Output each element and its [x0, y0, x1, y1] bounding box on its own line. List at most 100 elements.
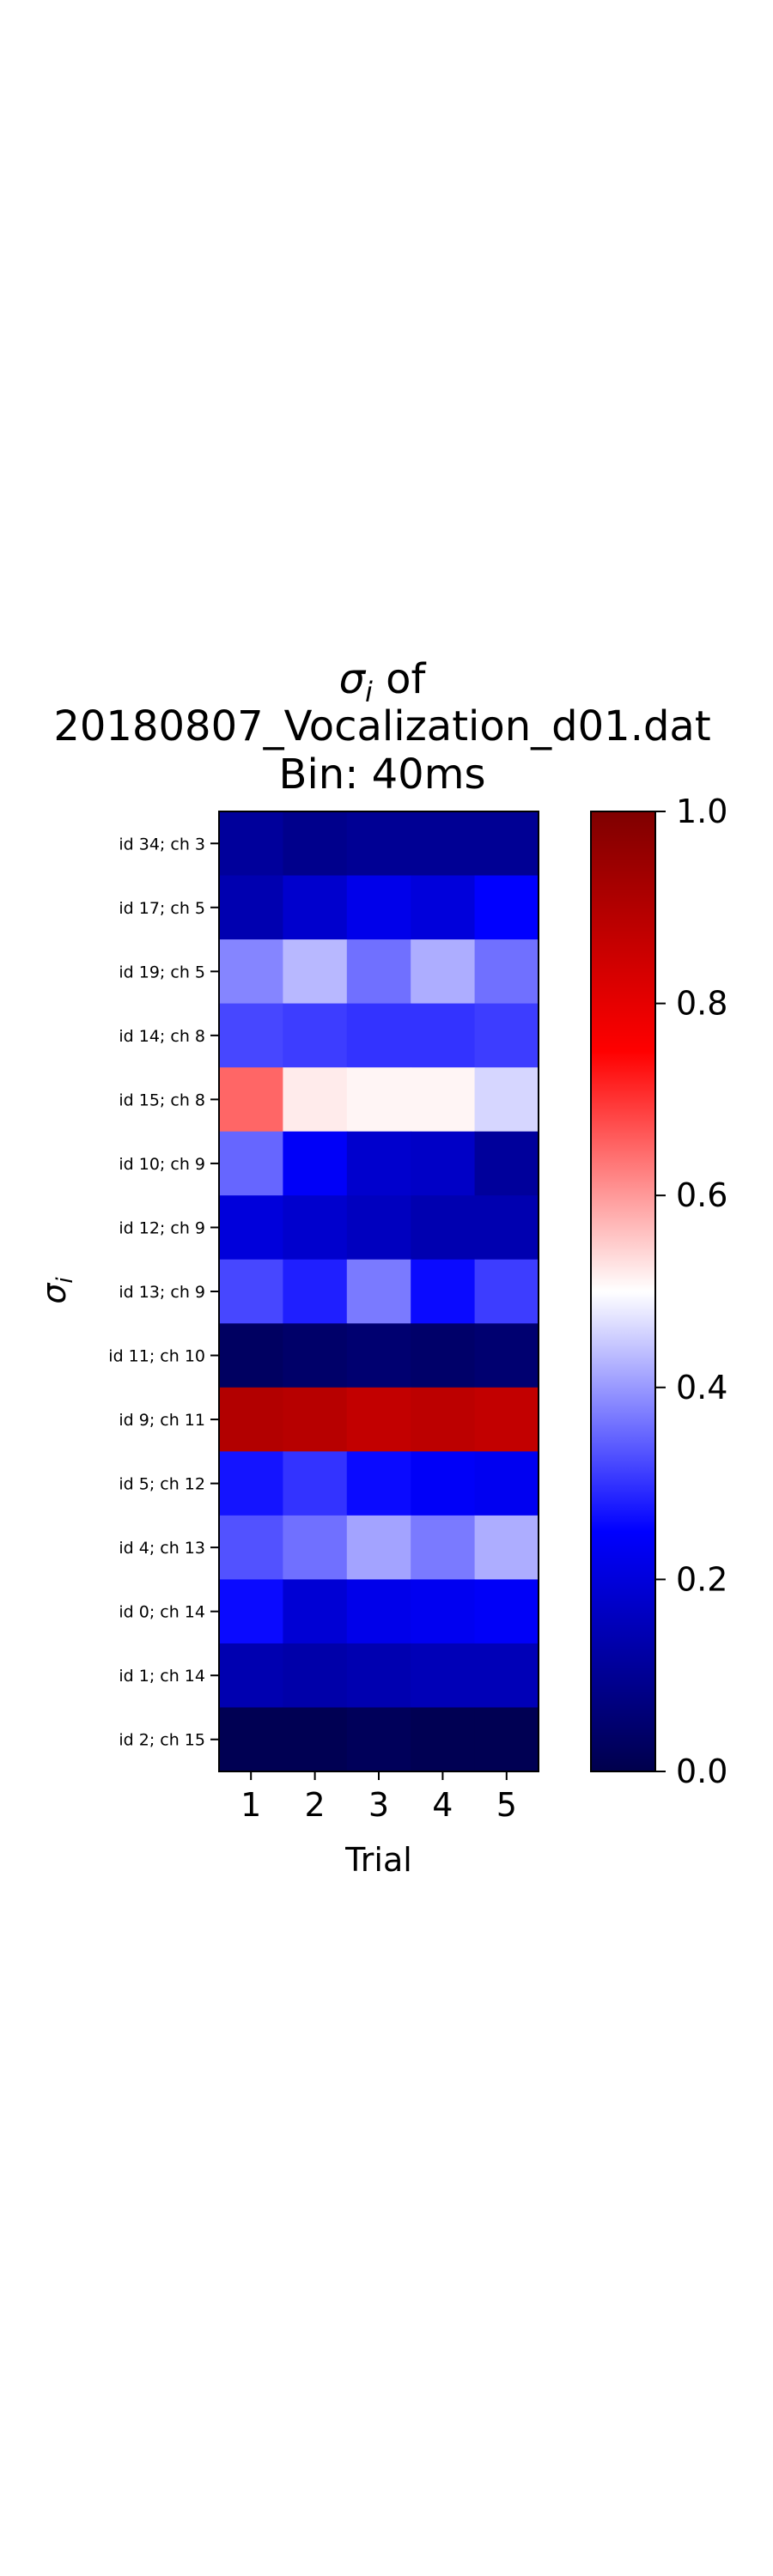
heatmap-cell: [283, 1707, 348, 1772]
heatmap-cells: [219, 811, 539, 1772]
heatmap-cell: [219, 1387, 283, 1452]
heatmap-cell: [219, 1643, 283, 1709]
heatmap-cell: [219, 1195, 283, 1261]
y-axis-ticks: id 34; ch 3 id 17; ch 5 id 19; ch 5 id 14; …: [108, 835, 219, 1750]
y-tick-label: id 4; ch 13: [119, 1539, 205, 1558]
heatmap-cell: [411, 1195, 476, 1261]
heatmap-cell: [474, 939, 539, 1005]
colorbar-tick-label: 0.0: [676, 1753, 727, 1790]
heatmap-cell: [411, 1003, 476, 1068]
heatmap-cell: [411, 1579, 476, 1644]
heatmap-cell: [283, 1515, 348, 1580]
colorbar-tick-label: 0.6: [676, 1176, 727, 1214]
heatmap-cell: [474, 875, 539, 940]
chart-title-line-2: 20180807_Vocalization_d01.dat: [53, 702, 710, 750]
chart-title-line-1: σi of: [339, 655, 427, 708]
heatmap-cell: [346, 939, 411, 1005]
heatmap-cell: [411, 1387, 476, 1452]
x-tick-label: 4: [432, 1786, 453, 1824]
heatmap-cell: [346, 1003, 411, 1068]
heatmap-cell: [474, 1451, 539, 1516]
heatmap-cell: [474, 1323, 539, 1388]
heatmap-cell: [411, 1131, 476, 1196]
heatmap-cell: [283, 1579, 348, 1644]
heatmap-cell: [346, 1131, 411, 1196]
colorbar-tick-label: 0.8: [676, 985, 727, 1023]
heatmap-cell: [411, 1259, 476, 1324]
heatmap-cell: [346, 1387, 411, 1452]
heatmap-cell: [411, 1323, 476, 1388]
y-tick-label: id 15; ch 8: [119, 1091, 205, 1109]
heatmap-cell: [346, 1067, 411, 1133]
heatmap-cell: [411, 1643, 476, 1709]
colorbar-tick-label: 0.2: [676, 1560, 727, 1598]
y-tick-label: id 12; ch 9: [119, 1218, 205, 1237]
heatmap-cell: [474, 1387, 539, 1452]
x-axis-ticks: 1 2 3 4 5: [240, 1771, 517, 1824]
x-axis-label: Trial: [344, 1841, 412, 1879]
heatmap-cell: [411, 875, 476, 940]
y-tick-label: id 9; ch 11: [119, 1411, 205, 1430]
heatmap-cell: [283, 1003, 348, 1068]
y-tick-label: id 13; ch 9: [119, 1283, 205, 1302]
y-tick-label: id 10; ch 9: [119, 1155, 205, 1174]
heatmap-cell: [219, 811, 283, 877]
heatmap-cell: [346, 1515, 411, 1580]
heatmap-cell: [219, 875, 283, 940]
x-tick-label: 1: [240, 1786, 261, 1824]
colorbar-tick-label: 1.0: [676, 793, 727, 830]
heatmap-cell: [474, 811, 539, 877]
y-tick-label: id 11; ch 10: [108, 1347, 205, 1366]
heatmap-cell: [283, 939, 348, 1005]
heatmap-cell: [283, 1387, 348, 1452]
heatmap-cell: [474, 1003, 539, 1068]
heatmap-cell: [346, 1643, 411, 1709]
heatmap-cell: [219, 1067, 283, 1133]
y-tick-label: id 0; ch 14: [119, 1603, 205, 1622]
heatmap-cell: [474, 1707, 539, 1772]
heatmap-cell: [346, 1195, 411, 1261]
chart-title-suffix: of: [373, 655, 427, 703]
x-tick-label: 5: [496, 1786, 517, 1824]
heatmap-cell: [474, 1579, 539, 1644]
chart-title-line-3: Bin: 40ms: [279, 750, 486, 799]
x-tick-label: 2: [305, 1786, 326, 1824]
chart-title-subscript: i: [365, 676, 373, 708]
heatmap-cell: [283, 875, 348, 940]
y-axis-label-symbol: σ: [35, 1282, 73, 1304]
heatmap-cell: [411, 1067, 476, 1133]
heatmap-cell: [283, 1067, 348, 1133]
heatmap-cell: [346, 1451, 411, 1516]
y-axis-label-subscript: i: [52, 1277, 78, 1284]
y-tick-label: id 34; ch 3: [119, 835, 205, 854]
heatmap-cell: [346, 1579, 411, 1644]
chart-title: σi of 20180807_Vocalization_d01.dat Bin:…: [53, 655, 710, 799]
heatmap-cell: [283, 1195, 348, 1261]
heatmap-cell: [219, 1515, 283, 1580]
heatmap-cell: [283, 1451, 348, 1516]
heatmap-cell: [346, 1323, 411, 1388]
heatmap-cell: [283, 1131, 348, 1196]
y-tick-label: id 5; ch 12: [119, 1475, 205, 1494]
heatmap-cell: [411, 1451, 476, 1516]
chart-title-symbol: σ: [339, 655, 367, 703]
heatmap-cell: [474, 1259, 539, 1324]
heatmap-cell: [219, 1707, 283, 1772]
y-tick-label: id 1; ch 14: [119, 1667, 205, 1686]
heatmap-cell: [219, 1003, 283, 1068]
heatmap-cell: [474, 1195, 539, 1261]
heatmap-cell: [411, 1707, 476, 1772]
y-tick-label: id 14; ch 8: [119, 1027, 205, 1046]
colorbar-tick-label: 0.4: [676, 1369, 727, 1406]
heatmap-cell: [283, 1259, 348, 1324]
heatmap-cell: [411, 811, 476, 877]
heatmap-cell: [346, 875, 411, 940]
heatmap-cell: [219, 1131, 283, 1196]
heatmap-cell: [411, 1515, 476, 1580]
heatmap-cell: [474, 1643, 539, 1709]
x-tick-label: 3: [368, 1786, 389, 1824]
y-axis-label: σi: [35, 1277, 78, 1304]
heatmap-cell: [346, 811, 411, 877]
heatmap-cell: [219, 1323, 283, 1388]
heatmap-cell: [219, 1451, 283, 1516]
